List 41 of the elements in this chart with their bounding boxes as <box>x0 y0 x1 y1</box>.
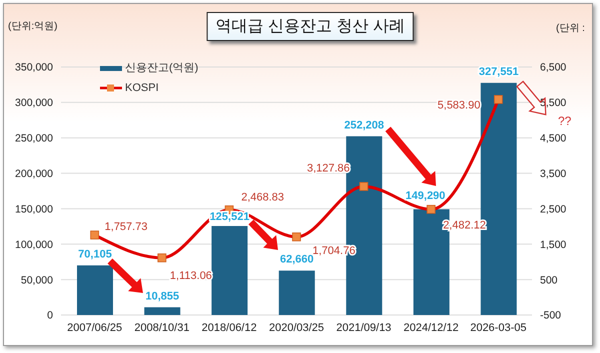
y2-tick-label: 3,500 <box>540 168 566 180</box>
x-tick-label: 2021/09/13 <box>336 322 392 334</box>
y-tick-label: 350,000 <box>15 62 54 74</box>
y2-tick-label: 4,500 <box>540 132 566 145</box>
data-label: 149,290 <box>406 190 446 202</box>
bar <box>212 226 248 315</box>
y2-tick-label: 1,500 <box>540 238 566 251</box>
data-label: 327,551 <box>478 66 519 78</box>
data-label: 252,208 <box>344 119 384 132</box>
text: ?? <box>558 114 572 128</box>
y-axis-title: (단위:억원) <box>8 20 58 33</box>
y-tick-label: 150,000 <box>15 203 54 216</box>
legend-label: 신용잔고(억원) <box>125 61 198 76</box>
y2-tick-label: -500 <box>540 310 562 322</box>
data-label: 10,855 <box>145 290 180 302</box>
x-tick-label: 2008/10/31 <box>134 322 190 334</box>
x-tick-label: 2020/03/25 <box>268 322 324 334</box>
data-label: 62,660 <box>280 254 314 266</box>
data-label: 2,468.83 <box>241 192 284 204</box>
y2-tick-label: 2,500 <box>540 203 566 216</box>
bar <box>278 270 315 315</box>
data-label: 70,105 <box>78 248 112 260</box>
y2-tick-label: 500 <box>540 274 558 286</box>
y-tick-label: 100,000 <box>15 238 54 251</box>
y-tick-label: 200,000 <box>15 168 54 180</box>
y-tick-label: 50,000 <box>20 274 54 286</box>
data-label: 1,757.73 <box>104 220 148 233</box>
data-label: 5,583.90 <box>438 99 480 112</box>
data-label: 1,113.06 <box>170 270 212 282</box>
x-tick-label: 2026-03-05 <box>470 322 526 334</box>
bar <box>144 307 180 315</box>
chart-title: 역대급 신용잔고 청산 사례 <box>206 12 414 41</box>
legend-label: KOSPI <box>125 81 159 96</box>
y2-tick-label: 6,500 <box>540 62 566 74</box>
x-tick-label: 2024/12/12 <box>404 322 459 334</box>
y-tick-label: 250,000 <box>15 132 54 145</box>
y-tick-label: 0 <box>47 310 54 322</box>
x-tick-label: 2018/06/12 <box>202 322 257 334</box>
y2-axis-title: (단위 : <box>556 22 585 35</box>
y-tick-label: 300,000 <box>15 97 54 110</box>
x-tick-label: 2007/06/25 <box>67 322 122 334</box>
